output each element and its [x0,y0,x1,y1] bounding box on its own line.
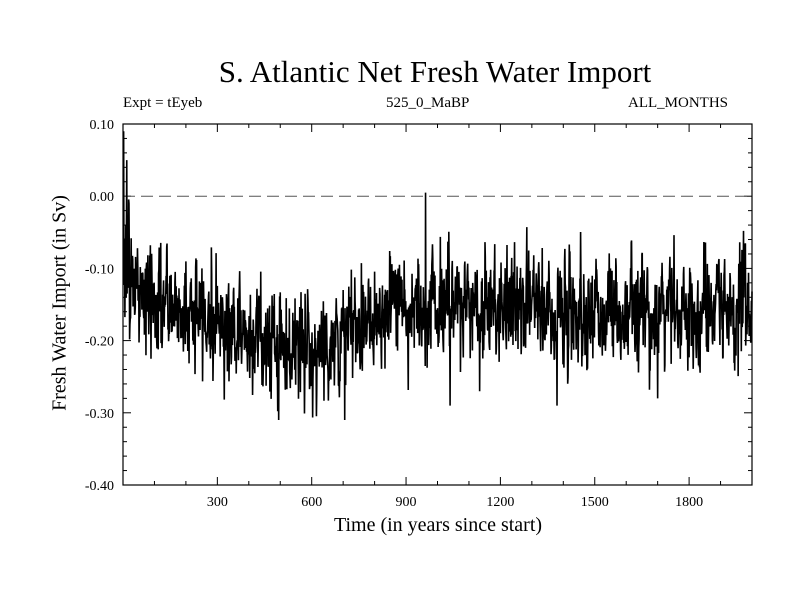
y-tick-label: 0.00 [90,190,115,205]
y-tick-label: -0.30 [85,407,114,422]
y-axis-label: Fresh Water Import (in Sv) [48,195,71,411]
x-tick-label: 900 [396,495,417,510]
y-tick-label: 0.10 [90,118,115,133]
x-tick-label: 600 [301,495,322,510]
x-tick-label: 300 [207,495,228,510]
plot-frame [122,123,753,486]
x-axis-label: Time (in years since start) [333,514,543,536]
run-label: 525_0_MaBP [386,95,470,111]
x-tick-label: 1200 [486,495,514,510]
tick-labels: 300 600 900 1200 1500 1800 0.10 0.00 -0.10 -0.20 -… [85,118,703,510]
y-tick-label: -0.10 [85,262,114,277]
series-line [122,131,753,421]
months-label: ALL_MONTHS [628,95,728,111]
x-tick-label: 1800 [675,495,703,510]
y-tick-label: -0.20 [85,335,114,350]
chart-title: S. Atlantic Net Fresh Water Import [218,54,652,89]
experiment-label: Expt = tEyeb [123,95,203,111]
y-tick-label: -0.40 [85,479,114,494]
x-tick-label: 1500 [581,495,609,510]
